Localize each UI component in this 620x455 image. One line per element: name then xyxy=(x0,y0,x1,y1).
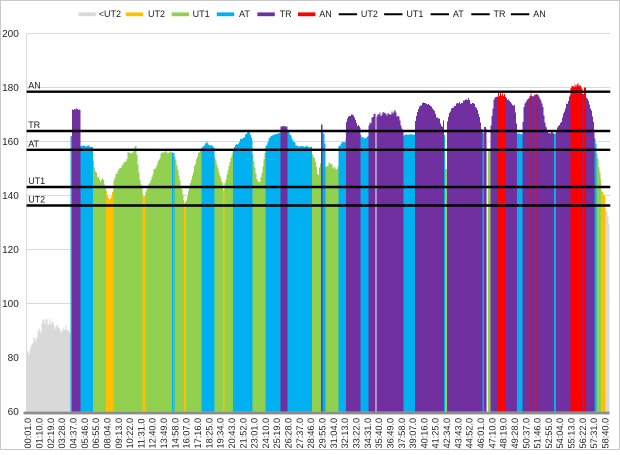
svg-text:31:04.0: 31:04.0 xyxy=(329,418,339,449)
svg-text:200: 200 xyxy=(2,29,19,40)
svg-text:14:58.0: 14:58.0 xyxy=(170,418,180,449)
svg-text:06:55.0: 06:55.0 xyxy=(91,418,101,449)
svg-text:20:43.0: 20:43.0 xyxy=(227,418,237,449)
svg-text:AN: AN xyxy=(28,81,41,91)
svg-text:140: 140 xyxy=(2,191,19,202)
svg-text:18:25.0: 18:25.0 xyxy=(204,418,214,449)
svg-text:04:37.0: 04:37.0 xyxy=(68,418,78,449)
svg-text:120: 120 xyxy=(2,245,19,256)
svg-text:09:13.0: 09:13.0 xyxy=(114,418,124,449)
svg-text:51:46.0: 51:46.0 xyxy=(533,418,543,449)
svg-text:<UT2: <UT2 xyxy=(99,9,121,19)
svg-text:60: 60 xyxy=(8,407,20,418)
svg-text:AT: AT xyxy=(239,9,250,19)
svg-text:UT2: UT2 xyxy=(361,9,378,19)
svg-text:17:16.0: 17:16.0 xyxy=(193,418,203,449)
svg-text:12:40.0: 12:40.0 xyxy=(148,418,158,449)
svg-text:27:37.0: 27:37.0 xyxy=(295,418,305,449)
svg-text:00:01.0: 00:01.0 xyxy=(23,418,33,449)
svg-text:46:01.0: 46:01.0 xyxy=(476,418,486,449)
svg-text:UT2: UT2 xyxy=(28,195,45,205)
svg-text:34:31.0: 34:31.0 xyxy=(363,418,373,449)
svg-text:01:10.0: 01:10.0 xyxy=(35,418,45,449)
svg-text:03:28.0: 03:28.0 xyxy=(57,418,67,449)
svg-text:23:01.0: 23:01.0 xyxy=(250,418,260,449)
svg-text:35:40.0: 35:40.0 xyxy=(374,418,384,449)
svg-text:11:31.0: 11:31.0 xyxy=(136,419,146,449)
svg-text:26:28.0: 26:28.0 xyxy=(284,418,294,449)
svg-text:160: 160 xyxy=(2,137,19,148)
svg-text:02:19.0: 02:19.0 xyxy=(46,418,56,449)
svg-text:80: 80 xyxy=(8,353,20,364)
svg-text:50:37.0: 50:37.0 xyxy=(521,418,531,449)
svg-text:13:49.0: 13:49.0 xyxy=(159,418,169,449)
svg-text:58:40.0: 58:40.0 xyxy=(601,418,611,449)
svg-text:UT1: UT1 xyxy=(406,9,423,19)
svg-text:42:34.0: 42:34.0 xyxy=(442,418,452,449)
svg-text:33:22.0: 33:22.0 xyxy=(351,418,361,449)
svg-text:10:22.0: 10:22.0 xyxy=(125,418,135,449)
svg-text:40:16.0: 40:16.0 xyxy=(419,418,429,449)
svg-text:56:22.0: 56:22.0 xyxy=(578,418,588,449)
svg-text:49:28.0: 49:28.0 xyxy=(510,418,520,449)
svg-text:100: 100 xyxy=(2,299,19,310)
svg-text:36:49.0: 36:49.0 xyxy=(385,418,395,449)
svg-text:55:13.0: 55:13.0 xyxy=(567,418,577,449)
svg-text:32:13.0: 32:13.0 xyxy=(340,418,350,449)
svg-text:AN: AN xyxy=(533,9,546,19)
svg-text:44:52.0: 44:52.0 xyxy=(465,418,475,449)
svg-text:05:46.0: 05:46.0 xyxy=(80,418,90,449)
svg-text:41:25.0: 41:25.0 xyxy=(431,418,441,449)
svg-text:24:10.0: 24:10.0 xyxy=(261,418,271,449)
svg-text:28:46.0: 28:46.0 xyxy=(306,418,316,449)
svg-text:AN: AN xyxy=(319,9,332,19)
svg-text:UT1: UT1 xyxy=(193,9,210,19)
svg-text:47:10.0: 47:10.0 xyxy=(487,418,497,449)
svg-text:08:04.0: 08:04.0 xyxy=(102,418,112,449)
svg-text:TR: TR xyxy=(28,120,40,130)
svg-text:19:34.0: 19:34.0 xyxy=(216,418,226,449)
svg-text:43:43.0: 43:43.0 xyxy=(453,418,463,449)
svg-text:UT2: UT2 xyxy=(148,9,165,19)
svg-text:39:07.0: 39:07.0 xyxy=(408,418,418,449)
svg-text:29:55.0: 29:55.0 xyxy=(318,418,328,449)
svg-text:57:31.0: 57:31.0 xyxy=(589,418,599,449)
svg-text:TR: TR xyxy=(494,9,506,19)
svg-text:AT: AT xyxy=(453,9,464,19)
svg-text:54:04.0: 54:04.0 xyxy=(555,418,565,449)
svg-text:52:55.0: 52:55.0 xyxy=(544,418,554,449)
svg-text:48:19.0: 48:19.0 xyxy=(499,418,509,449)
svg-text:UT1: UT1 xyxy=(28,176,45,186)
svg-text:TR: TR xyxy=(280,9,292,19)
svg-text:AT: AT xyxy=(28,139,39,149)
svg-text:180: 180 xyxy=(2,83,19,94)
svg-text:16:07.0: 16:07.0 xyxy=(182,418,192,449)
svg-text:21:52.0: 21:52.0 xyxy=(238,418,248,449)
svg-text:25:19.0: 25:19.0 xyxy=(272,418,282,449)
svg-text:37:58.0: 37:58.0 xyxy=(397,418,407,449)
